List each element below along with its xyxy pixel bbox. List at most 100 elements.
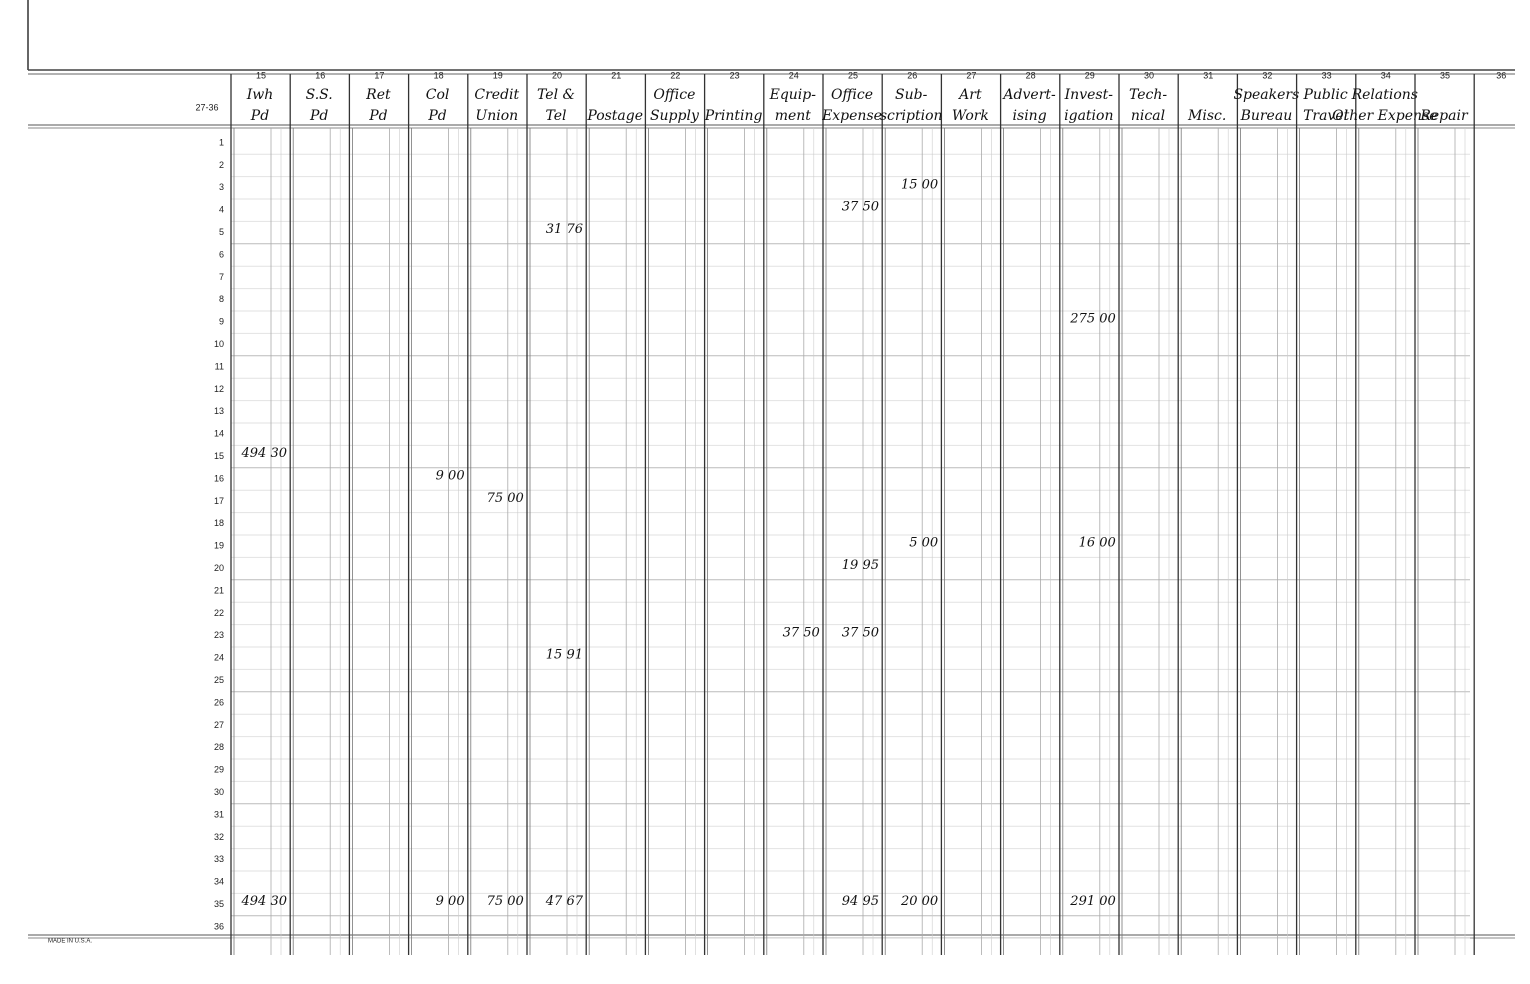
row-number: 7 (219, 272, 224, 282)
column-heading: Misc. (1187, 108, 1226, 124)
ledger-entry: 47 67 (545, 894, 584, 909)
column-heading: Office (831, 87, 873, 103)
column-heading: Art (957, 87, 982, 103)
ledger-entry: 37 50 (783, 625, 820, 640)
row-number: 22 (214, 608, 224, 618)
row-number: 6 (219, 249, 224, 259)
column-heading: scription (880, 108, 943, 124)
column-heading: Printing (704, 108, 763, 124)
column-number: 18 (434, 70, 444, 80)
ledger-entry: 15 00 (901, 177, 938, 192)
column-heading: Supply (650, 108, 700, 124)
row-number: 28 (214, 742, 224, 752)
column-number: 30 (1144, 70, 1154, 80)
row-number: 18 (214, 518, 224, 528)
row-number: 26 (214, 697, 224, 707)
row-number: 13 (214, 406, 224, 416)
column-number: 26 (907, 70, 917, 80)
column-heading: Pd (427, 108, 446, 124)
ledger-entry: 75 00 (487, 491, 524, 506)
ledger-entry: 31 76 (546, 222, 583, 237)
column-heading: Credit (474, 87, 519, 103)
row-number: 2 (219, 160, 224, 170)
column-heading: Expense (821, 108, 882, 124)
row-number: 9 (219, 317, 224, 327)
row-number: 25 (214, 675, 224, 685)
column-heading: igation (1064, 108, 1113, 124)
row-number: 16 (214, 473, 224, 483)
column-number: 29 (1085, 70, 1095, 80)
row-number: 19 (214, 541, 224, 551)
column-number: 27 (966, 70, 976, 80)
column-heading: Travel (1303, 108, 1348, 124)
column-number: 24 (789, 70, 799, 80)
row-number: 4 (219, 205, 224, 215)
column-number: 31 (1203, 70, 1213, 80)
column-number: 35 (1440, 70, 1450, 80)
row-number: 15 (214, 451, 224, 461)
column-number: 32 (1262, 70, 1272, 80)
column-number: 36 (1496, 70, 1506, 80)
column-number: 15 (256, 70, 266, 80)
ledger-entry: 19 95 (842, 558, 879, 573)
row-number: 32 (214, 832, 224, 842)
column-heading: Pd (309, 108, 328, 124)
imprint: MADE IN U.S.A. (48, 939, 92, 945)
row-number: 5 (219, 227, 224, 237)
column-heading: Equip- (769, 87, 817, 103)
ledger-entry: 94 95 (842, 894, 879, 909)
column-heading: Col (426, 87, 450, 103)
column-heading: Postage (586, 108, 643, 124)
column-heading: Public (1302, 87, 1347, 103)
ledger-entry: 20 00 (900, 894, 938, 909)
column-number: 23 (730, 70, 740, 80)
row-number: 35 (214, 899, 224, 909)
column-number: 19 (493, 70, 503, 80)
column-heading: Relations (1351, 87, 1418, 103)
row-number: 8 (219, 294, 224, 304)
row-number: 21 (214, 585, 224, 595)
ledger-entry: 494 30 (241, 894, 288, 909)
column-heading: Repair (1419, 108, 1469, 124)
column-heading: nical (1131, 108, 1165, 124)
row-number: 10 (214, 339, 224, 349)
ledger-entry: 16 00 (1079, 536, 1116, 551)
row-number: 24 (214, 653, 224, 663)
column-heading: Tel (545, 108, 566, 124)
column-heading: Ret (365, 87, 391, 103)
ledger-entry: 9 00 (436, 469, 465, 484)
column-number: 16 (315, 70, 325, 80)
column-number: 20 (552, 70, 562, 80)
column-heading: Other Expense (1332, 108, 1437, 124)
column-heading: Sub- (895, 87, 928, 103)
row-number: 11 (215, 361, 224, 371)
column-number: 17 (374, 70, 384, 80)
column-heading: Work (952, 108, 989, 124)
row-number: 27 (214, 720, 224, 730)
column-heading: Pd (250, 108, 269, 124)
column-number: 22 (670, 70, 680, 80)
column-heading: Office (653, 87, 695, 103)
ledger-entry: 37 50 (842, 200, 879, 215)
ledger-entry: 291 00 (1069, 894, 1116, 909)
column-heading: Pd (368, 108, 387, 124)
column-heading: Speakers (1233, 87, 1299, 103)
column-heading: Tel & (537, 87, 575, 103)
ledger-entry: 9 00 (436, 894, 465, 909)
ledger-entry: 275 00 (1069, 312, 1116, 327)
column-number: 25 (848, 70, 858, 80)
ledger-entry: 494 30 (241, 446, 288, 461)
column-number: 33 (1322, 70, 1332, 80)
ledger-entry: 15 91 (546, 648, 583, 663)
column-heading: ment (775, 108, 812, 124)
ledger-entry: 37 50 (842, 625, 879, 640)
row-number: 1 (219, 137, 224, 147)
ledger-entry: 5 00 (909, 536, 938, 551)
row-number: 20 (214, 563, 224, 573)
column-heading: Bureau (1240, 108, 1293, 124)
row-number: 30 (214, 787, 224, 797)
column-heading: ising (1013, 108, 1047, 124)
ledger-entry: 75 00 (487, 894, 524, 909)
